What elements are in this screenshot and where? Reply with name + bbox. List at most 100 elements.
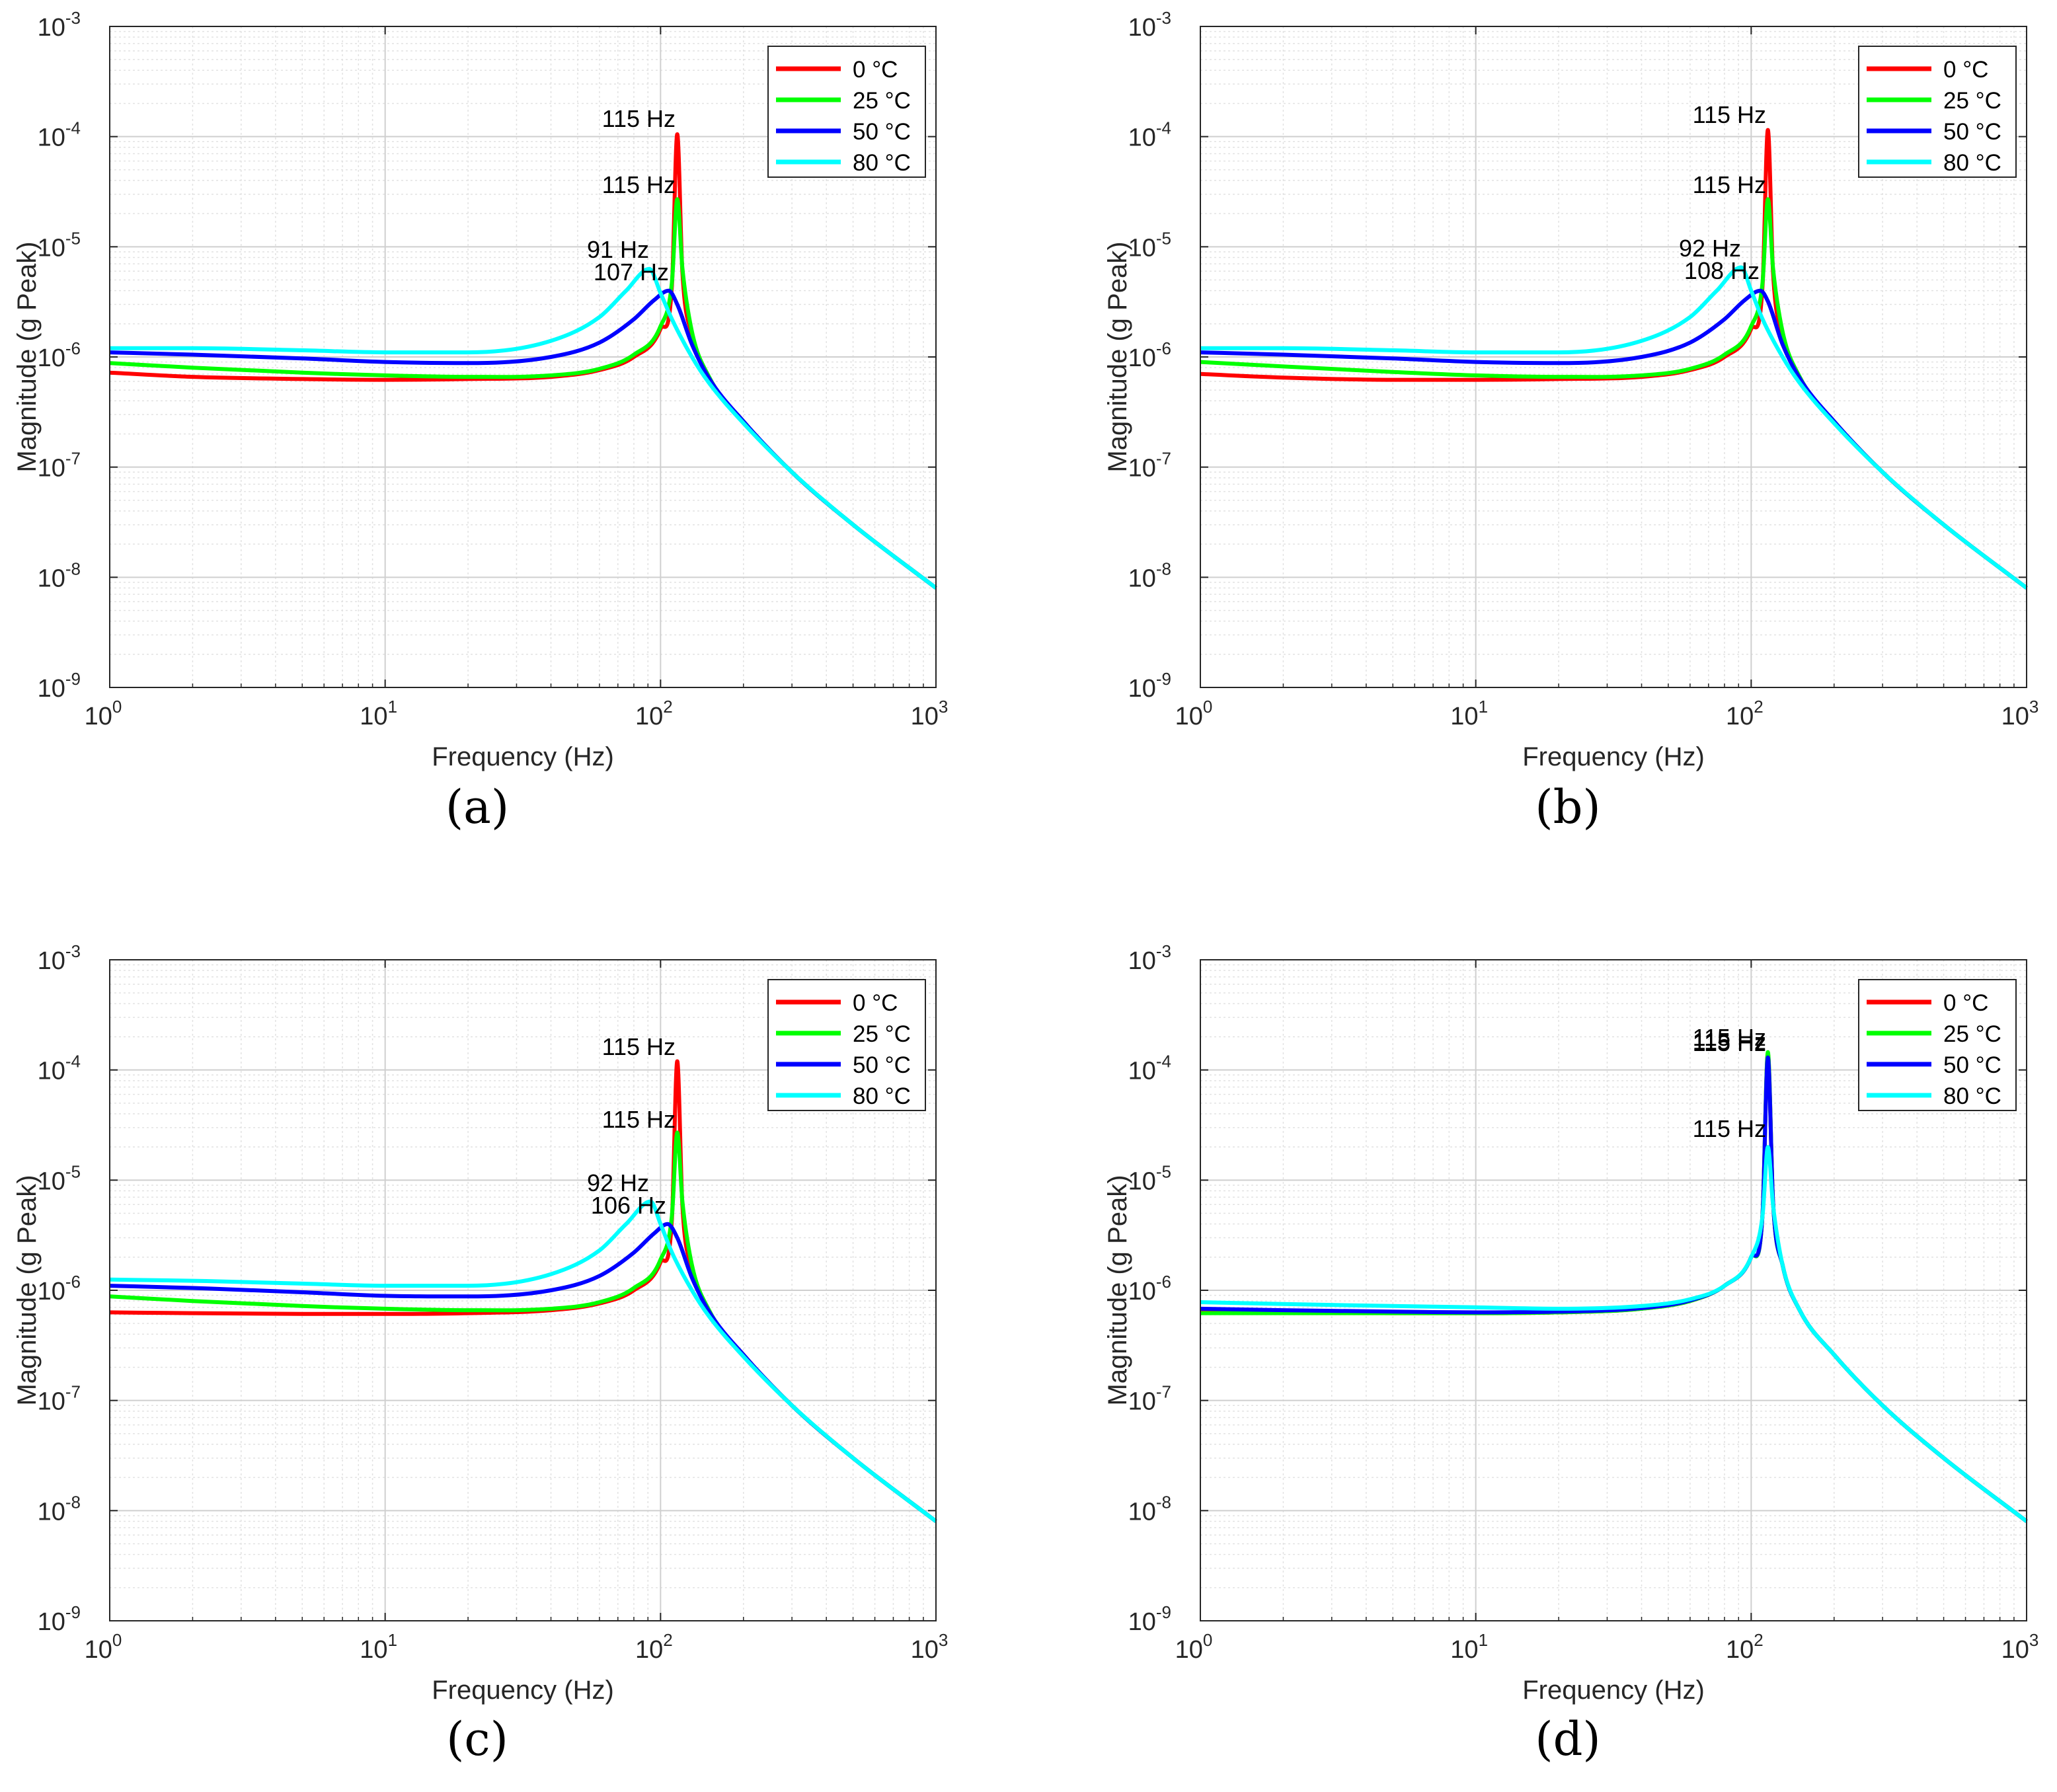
y-tick-label-base: 10 bbox=[38, 1167, 65, 1195]
ticks bbox=[109, 959, 937, 1621]
chart-panel-c: 100 101 102 10310-910-810-710-610-510-410-3… bbox=[13, 941, 948, 1766]
panel-caption: (b) bbox=[1535, 780, 1600, 834]
chart-panel-a: 100 101 102 10310-910-810-710-610-510-410-3… bbox=[13, 8, 948, 834]
x-tick-label: 103 bbox=[911, 1630, 949, 1664]
x-tick-label-base: 10 bbox=[85, 1636, 112, 1664]
y-tick-label: 10-8 bbox=[38, 1492, 81, 1526]
y-tick-label: 10-6 bbox=[1128, 1272, 1171, 1305]
y-tick-label-base: 10 bbox=[1128, 947, 1156, 975]
x-tick-label-exp: 3 bbox=[2029, 697, 2038, 717]
y-tick-label: 10-8 bbox=[1128, 1492, 1171, 1526]
chart-panel-b: 100 101 102 10310-910-810-710-610-510-410-3… bbox=[1103, 8, 2038, 834]
y-tick-label: 10-4 bbox=[38, 118, 81, 152]
x-tick-label: 103 bbox=[2001, 1630, 2039, 1664]
ticks bbox=[1200, 26, 2027, 688]
legend-entry-label: 80 °C bbox=[853, 1083, 911, 1109]
y-tick-label-base: 10 bbox=[1128, 1058, 1156, 1085]
y-tick-label: 10-9 bbox=[38, 669, 81, 703]
peak-label: 107 Hz bbox=[594, 258, 669, 286]
y-tick-label: 10-4 bbox=[1128, 1052, 1171, 1085]
x-tick-label: 101 bbox=[360, 697, 397, 730]
y-tick-label-base: 10 bbox=[38, 947, 65, 975]
x-tick-label-base: 10 bbox=[360, 1636, 387, 1664]
peak-label: 115 Hz bbox=[1693, 171, 1766, 198]
y-tick-label-base: 10 bbox=[38, 14, 65, 42]
panel-caption: (a) bbox=[446, 780, 509, 834]
y-tick-label-base: 10 bbox=[1128, 1388, 1156, 1416]
y-tick-label-base: 10 bbox=[1128, 1608, 1156, 1636]
series-group bbox=[1200, 128, 2028, 590]
legend-entry-label: 0 °C bbox=[853, 57, 898, 83]
x-tick-label: 100 bbox=[85, 697, 122, 730]
x-tick-label-exp: 1 bbox=[1479, 697, 1488, 717]
y-tick-label-base: 10 bbox=[1128, 124, 1156, 152]
x-tick-label-exp: 3 bbox=[939, 697, 948, 717]
peak-label: 108 Hz bbox=[1684, 257, 1760, 284]
legend-entry-label: 25 °C bbox=[1943, 88, 2001, 114]
x-tick-label-exp: 1 bbox=[388, 697, 397, 717]
x-tick-label-exp: 0 bbox=[112, 697, 122, 717]
x-tick-label: 103 bbox=[2001, 697, 2039, 730]
ticks bbox=[1200, 959, 2027, 1621]
legend-entry-label: 50 °C bbox=[1943, 119, 2001, 145]
y-tick-label: 10-5 bbox=[1128, 1161, 1171, 1195]
x-tick-label: 101 bbox=[1450, 697, 1488, 730]
y-tick-label: 10-6 bbox=[1128, 338, 1171, 372]
x-tick-label-base: 10 bbox=[2001, 703, 2029, 730]
y-tick-label-exp: -7 bbox=[1156, 1382, 1171, 1402]
x-axis-label: Frequency (Hz) bbox=[432, 1676, 614, 1705]
x-tick-label-base: 10 bbox=[2001, 1636, 2029, 1664]
y-tick-label-exp: -8 bbox=[65, 559, 81, 578]
legend-entry-label: 0 °C bbox=[1943, 57, 1988, 83]
legend-entry-label: 50 °C bbox=[853, 119, 911, 145]
peak-label: 115 Hz bbox=[602, 171, 676, 198]
y-tick-label: 10-9 bbox=[1128, 669, 1171, 703]
x-tick-label-exp: 2 bbox=[1754, 1630, 1763, 1650]
y-tick-label-exp: -6 bbox=[1156, 1272, 1171, 1292]
peak-label: 92 Hz bbox=[1679, 235, 1741, 262]
y-tick-label: 10-5 bbox=[38, 1161, 81, 1195]
x-tick-label-exp: 1 bbox=[1479, 1630, 1488, 1650]
x-tick-label-exp: 1 bbox=[388, 1630, 397, 1650]
y-tick-label: 10-7 bbox=[1128, 449, 1171, 483]
y-tick-label-base: 10 bbox=[1128, 1498, 1156, 1526]
peak-label: 115 Hz bbox=[1693, 101, 1766, 128]
y-tick-label-exp: -3 bbox=[1156, 8, 1171, 28]
series-line-3 bbox=[110, 266, 937, 590]
y-tick-label: 10-7 bbox=[38, 449, 81, 483]
x-tick-label: 102 bbox=[1726, 1630, 1764, 1664]
x-tick-label-exp: 3 bbox=[2029, 1630, 2038, 1650]
x-tick-label: 101 bbox=[360, 1630, 397, 1664]
y-tick-label-exp: -7 bbox=[65, 1382, 81, 1402]
y-tick-label-exp: -8 bbox=[65, 1492, 81, 1512]
x-axis-label: Frequency (Hz) bbox=[1522, 742, 1705, 771]
series-line-3 bbox=[109, 1199, 937, 1523]
y-tick-label-exp: -9 bbox=[65, 669, 81, 689]
legend-entry-label: 50 °C bbox=[1943, 1052, 2001, 1078]
y-tick-label-exp: -7 bbox=[65, 449, 81, 469]
y-tick-label-exp: -3 bbox=[65, 941, 81, 961]
y-tick-label-exp: -5 bbox=[65, 228, 81, 248]
legend-entry-label: 80 °C bbox=[1943, 1083, 2001, 1109]
y-axis-label: Magnitude (g Peak) bbox=[13, 241, 42, 472]
y-tick-label-exp: -9 bbox=[1156, 669, 1171, 689]
legend-entry-label: 80 °C bbox=[1943, 150, 2001, 176]
y-tick-label-exp: -5 bbox=[1156, 228, 1171, 248]
y-axis-label: Magnitude (g Peak) bbox=[13, 1175, 42, 1405]
x-tick-label: 101 bbox=[1450, 1630, 1488, 1664]
y-tick-label-exp: -9 bbox=[65, 1602, 81, 1622]
x-tick-label-base: 10 bbox=[911, 1636, 939, 1664]
x-tick-label-exp: 2 bbox=[1754, 697, 1763, 717]
legend: 0 °C 25 °C 50 °C 80 °C bbox=[1858, 46, 2017, 178]
y-tick-label: 10-6 bbox=[38, 338, 81, 372]
chart-panel-d: 100 101 102 10310-910-810-710-610-510-410-3… bbox=[1103, 941, 2038, 1766]
y-tick-label: 10-9 bbox=[1128, 1602, 1171, 1636]
legend-entry-label: 25 °C bbox=[1943, 1021, 2001, 1047]
x-tick-label: 103 bbox=[911, 697, 949, 730]
x-tick-label-exp: 0 bbox=[1203, 1630, 1212, 1650]
y-tick-label-base: 10 bbox=[38, 565, 65, 592]
legend-entry-label: 25 °C bbox=[853, 1021, 911, 1047]
panel-caption: (c) bbox=[446, 1712, 508, 1766]
x-tick-label-base: 10 bbox=[635, 1636, 663, 1664]
y-tick-label-exp: -4 bbox=[65, 1052, 81, 1071]
